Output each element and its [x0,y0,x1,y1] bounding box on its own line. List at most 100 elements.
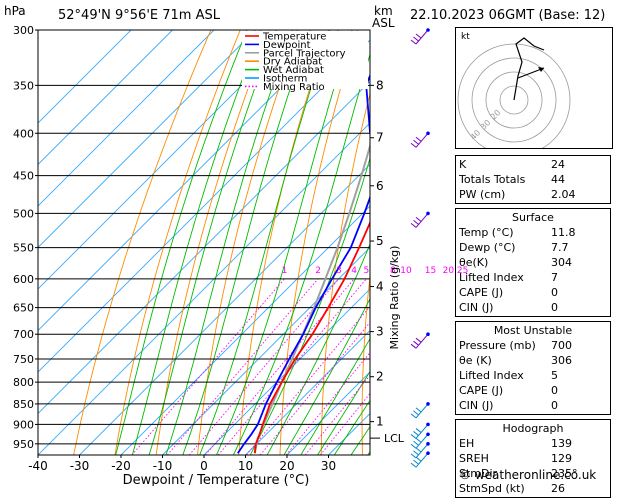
wind-barb-dot [426,451,430,455]
mixing-ratio-label: 2 [315,266,321,276]
most-unstable-value: 0 [551,398,607,413]
wind-barb-dot [426,332,430,336]
most-unstable-value: 306 [551,353,607,368]
hodograph-table-value: 26 [551,481,607,496]
wet-adiabat-line [114,30,247,462]
dry-adiabat-line [280,30,358,462]
wind-barb-flag [414,220,419,224]
wind-barb-flag [411,463,416,467]
wind-barb-flag [414,451,419,455]
temperature-tick-label: -40 [28,459,48,473]
pressure-tick-label: 400 [13,127,34,140]
mixing-ratio-line [286,279,430,455]
temperature-tick-label: 0 [200,459,208,473]
dry-adiabat-line [616,30,629,462]
mixing-ratio-line [205,279,354,455]
pressure-tick-label: 700 [13,328,34,341]
lcl-label: LCL [384,432,405,445]
pressure-tick-label: 850 [13,398,34,411]
most-unstable-value: 700 [551,338,607,353]
mixing-ratio-label: 20 [443,266,455,276]
temperature-line [255,30,445,453]
wind-barb-flag [416,338,421,342]
km-tick-label: 1 [376,415,384,429]
pressure-tick-label: 750 [13,353,34,366]
most-unstable-row: θe (K)306 [459,353,607,368]
temperature-tick-label: -30 [70,459,90,473]
index-label: PW (cm) [459,187,505,202]
temperature-tick-label: -20 [111,459,131,473]
wind-barb-dot [426,442,430,446]
wet-adiabat-line [130,30,261,462]
wind-barb-staff [416,133,428,147]
hodograph-ring-label: 40 [469,128,483,142]
wind-barb-flag [411,434,416,438]
dry-adiabat-line [402,30,447,462]
location-title: 52°49'N 9°56'E 71m ASL [58,8,220,23]
pressure-tick-label: 500 [13,207,34,220]
index-label: Totals Totals [459,172,525,187]
surface-row: θe(K) 304 [459,255,607,270]
wet-adiabat-line [197,30,330,462]
km-asl-label: ASL [372,16,395,30]
wind-barb-flag [414,441,419,445]
temperature-tick-label: -10 [153,459,173,473]
most-unstable-label: CAPE (J) [459,383,503,398]
wind-barb-flag [416,217,421,221]
surface-value: 11.8 [551,225,607,240]
index-value: 24 [551,157,607,172]
mixing-ratio-label: 5 [363,266,369,276]
pressure-tick-label: 550 [13,242,34,255]
pressure-tick-label: 300 [13,24,34,37]
most-unstable-row: Pressure (mb) 700 [459,338,607,353]
km-tick-label: 8 [376,78,384,92]
wind-barb-flag [411,40,416,44]
index-value: 2.04 [551,187,607,202]
legend-label: Mixing Ratio [263,82,325,93]
surface-value: 0 [551,285,607,300]
wind-barb-flag [416,408,421,412]
surface-label: Dewp (°C) [459,240,515,255]
surface-label: Lifted Index [459,270,524,285]
temperature-tick-label: 20 [279,459,294,473]
wet-adiabat-line [180,30,310,462]
hodograph-unit: kt [461,32,470,42]
pressure-tick-label: 650 [13,302,34,315]
hodograph-table-label: SREH [459,451,489,466]
mixing-ratio-label: 4 [351,266,357,276]
wind-barb-flag [411,414,416,418]
pressure-tick-label: 350 [13,79,34,92]
km-tick-label: 2 [376,370,384,384]
surface-row: Dewp (°C)7.7 [459,240,607,255]
wind-barb-flag [414,341,419,345]
most-unstable-value: 5 [551,368,607,383]
isotherm-line [0,30,339,455]
wind-barb-staff [416,404,428,418]
wind-barb-dot [426,423,430,427]
most-unstable-label: CIN (J) [459,398,493,413]
wind-barb-flag [411,143,416,147]
wind-barb-dot [426,28,430,32]
mixing-ratio-label: 15 [425,266,436,276]
datetime-title: 22.10.2023 06GMT (Base: 12) [410,8,605,23]
most-unstable-row: CAPE (J)0 [459,383,607,398]
wind-barb-flag [416,137,421,141]
most-unstable-label: Pressure (mb) [459,338,536,353]
hodograph-table-title: Hodograph [459,421,607,436]
surface-label: θe(K) [459,255,488,270]
wind-barb-flag [416,448,421,452]
wind-barb-staff [416,334,428,348]
wind-barb-flag [411,344,416,348]
wind-barb-dot [426,432,430,436]
wind-barb-flag [411,444,416,448]
hodograph-ring-label: 30 [479,118,493,132]
surface-value: 304 [551,255,607,270]
wind-barb-flag [414,140,419,144]
